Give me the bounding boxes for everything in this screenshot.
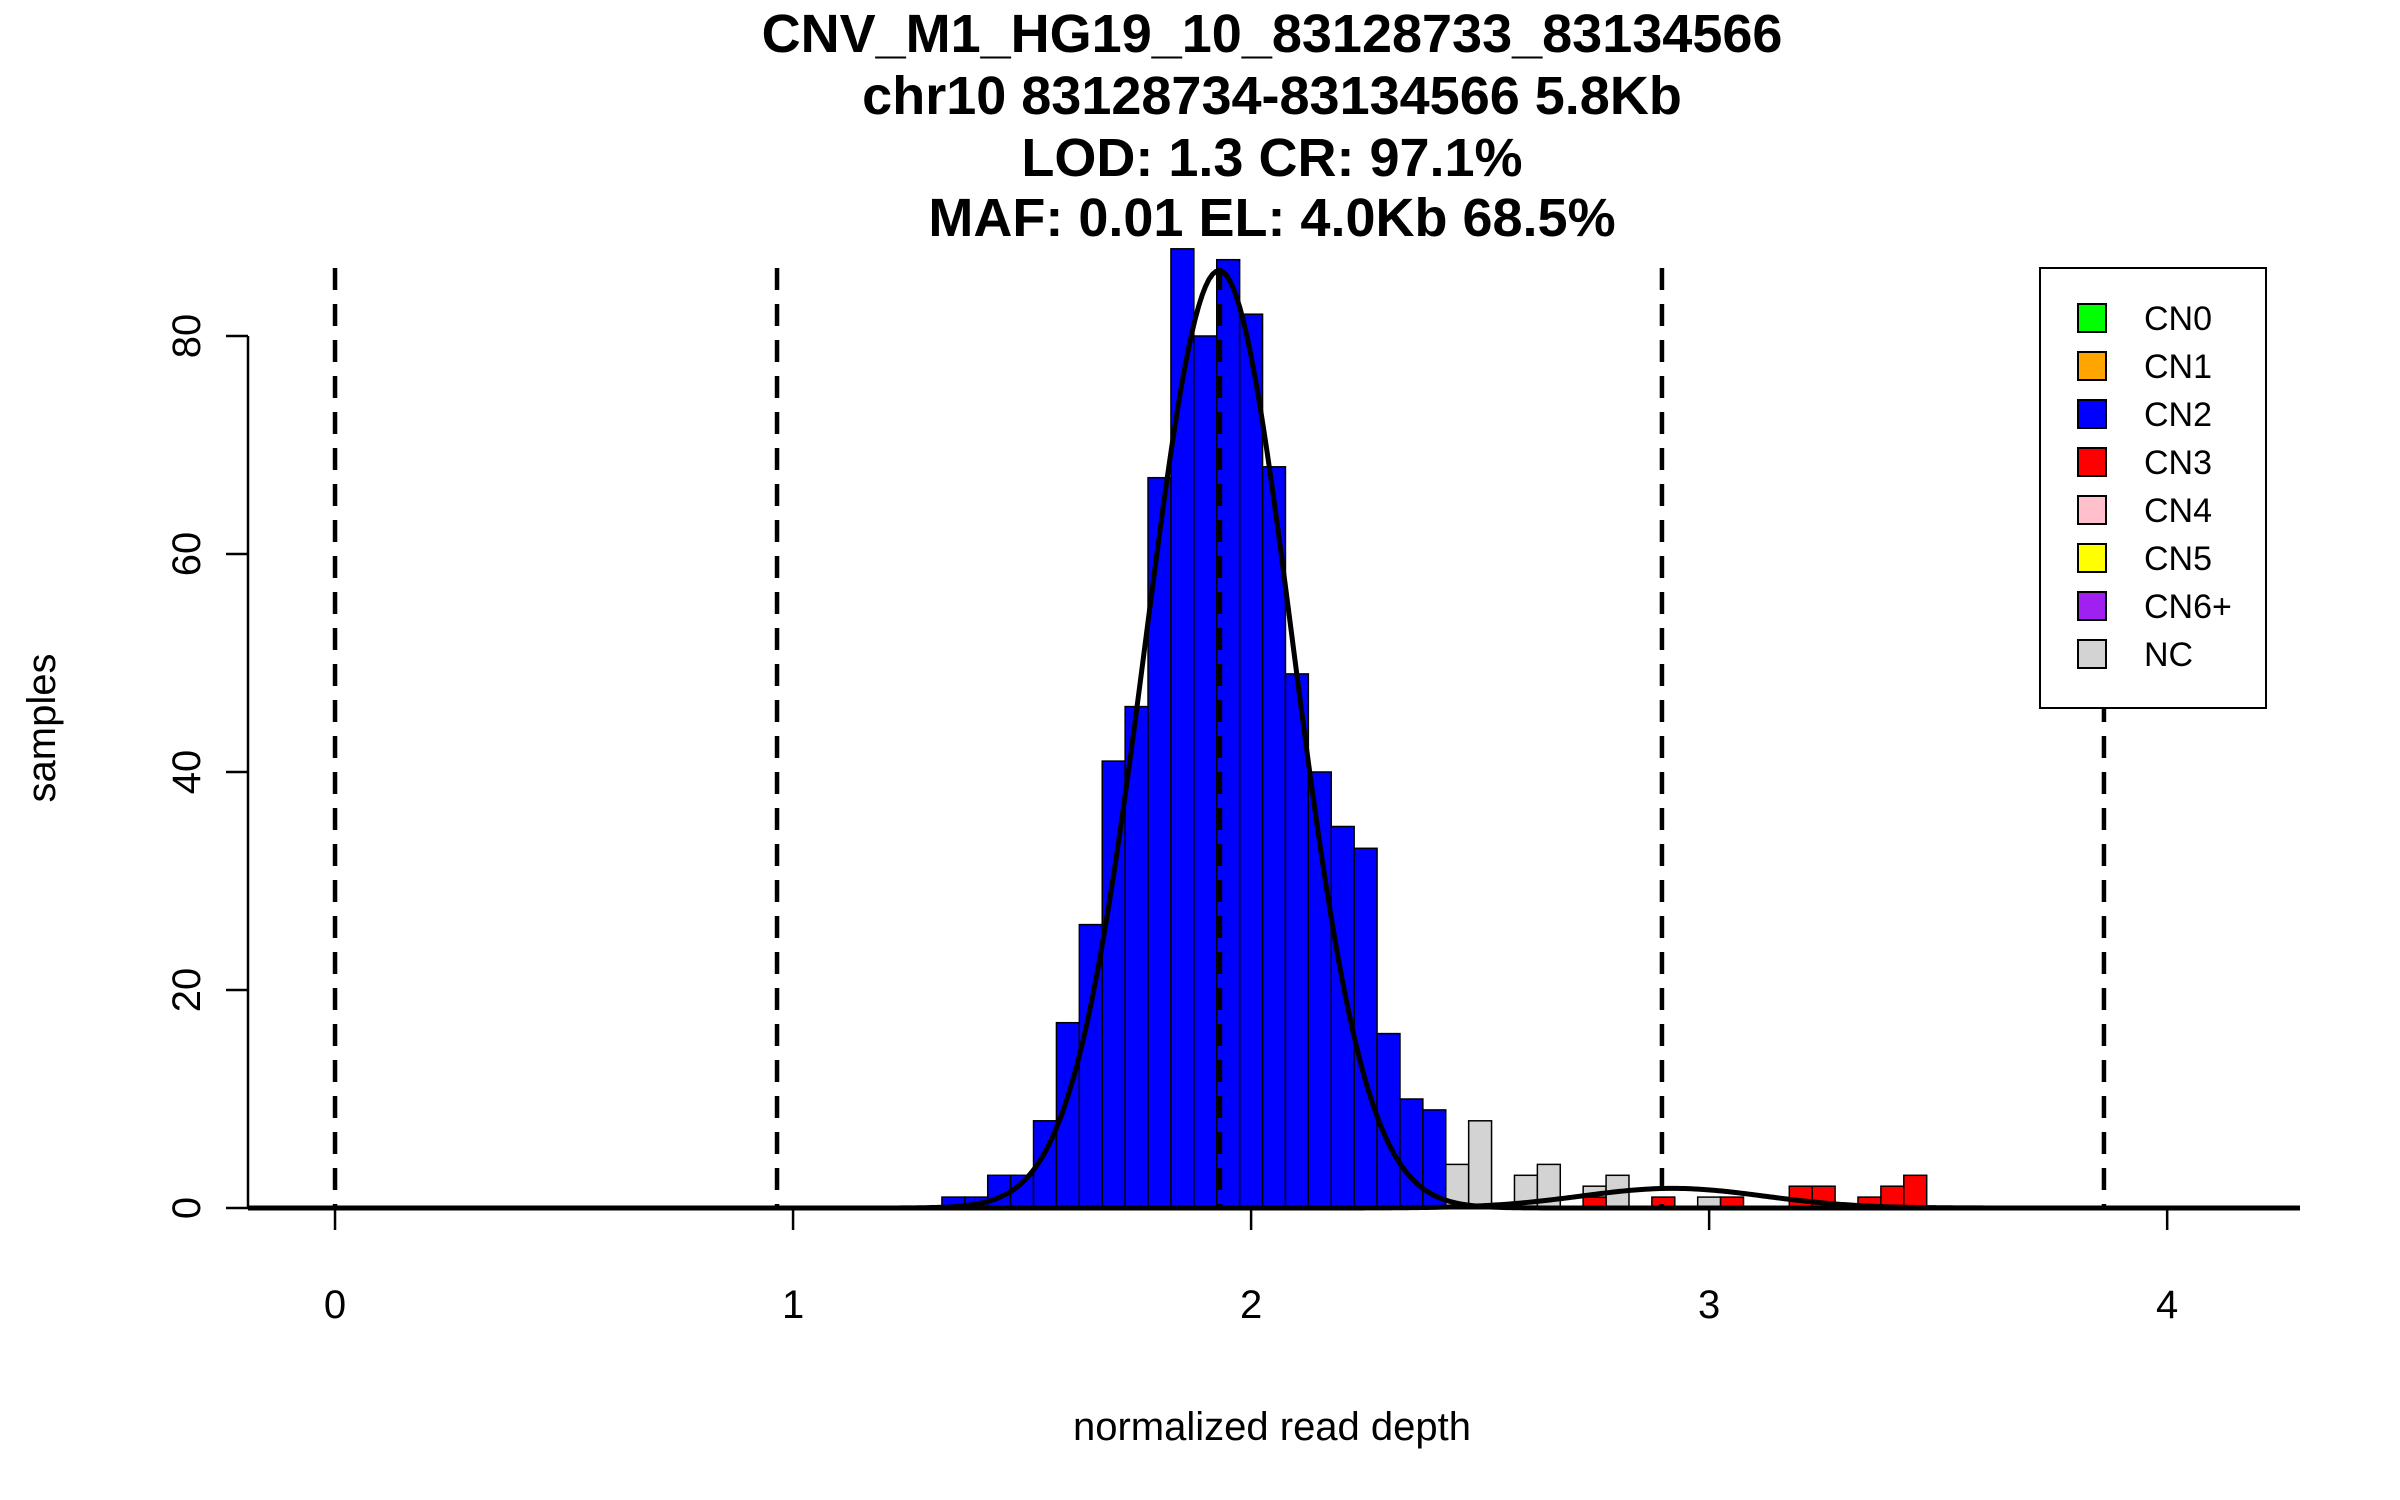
histogram-bar-cn2 xyxy=(1238,313,1264,1209)
legend-swatch-cn0 xyxy=(2077,303,2107,333)
legend-label-cn2: CN2 xyxy=(2144,396,2212,434)
histogram-bar-cn3 xyxy=(1903,1174,1928,1209)
title-line-1: CNV_M1_HG19_10_83128733_83134566 xyxy=(762,4,1783,64)
title-line-4: MAF: 0.01 EL: 4.0Kb 68.5% xyxy=(928,188,1615,248)
legend-label-nc: NC xyxy=(2144,636,2193,674)
legend-label-cn0: CN0 xyxy=(2144,300,2212,338)
density-curve-2 xyxy=(248,1185,2300,1211)
y-axis-label: samples xyxy=(20,654,64,803)
y-tick-label: 20 xyxy=(165,968,209,1013)
legend-swatch-cn2 xyxy=(2077,399,2107,429)
x-tick-label: 0 xyxy=(324,1283,346,1327)
legend-label-cn5: CN5 xyxy=(2144,540,2212,578)
y-tick-label: 60 xyxy=(165,532,209,577)
legend-swatch-cn6plus xyxy=(2077,591,2107,621)
legend-box xyxy=(2039,267,2267,709)
legend-swatch-nc xyxy=(2077,639,2107,669)
histogram-bar-cn3 xyxy=(1788,1185,1813,1209)
x-tick-label: 4 xyxy=(2156,1283,2178,1327)
legend-label-cn1: CN1 xyxy=(2144,348,2212,386)
y-tick-label: 80 xyxy=(165,314,209,359)
density-curves xyxy=(248,268,2300,1211)
histogram-bars xyxy=(248,248,2300,1210)
legend-label-cn4: CN4 xyxy=(2144,492,2212,530)
title-line-2: chr10 83128734-83134566 5.8Kb xyxy=(862,66,1682,126)
x-axis-ticks: 0 1 2 3 4 xyxy=(324,1208,2178,1327)
y-axis-ticks: 0 20 40 60 80 xyxy=(165,314,248,1219)
histogram-bar-cn2 xyxy=(1193,335,1218,1209)
legend-swatch-cn1 xyxy=(2077,351,2107,381)
axes: 0 20 40 60 80 0 1 2 3 4 xyxy=(165,314,2178,1327)
chart-title: CNV_M1_HG19_10_83128733_83134566 chr10 8… xyxy=(762,4,1783,248)
legend: CN0 CN1 CN2 CN3 CN4 CN5 CN6+ NC xyxy=(2039,267,2267,709)
histogram-bar-cn2 xyxy=(1353,847,1378,1209)
legend-entries: CN0 CN1 CN2 CN3 CN4 CN5 CN6+ NC xyxy=(2077,300,2232,674)
histogram-bar-cn2 xyxy=(1399,1098,1424,1209)
x-tick-label: 1 xyxy=(782,1283,804,1327)
y-tick-label: 40 xyxy=(165,750,209,795)
x-axis-label: normalized read depth xyxy=(1073,1405,1471,1449)
histogram-bar-nc xyxy=(1467,1120,1493,1209)
x-tick-label: 2 xyxy=(1240,1283,1262,1327)
legend-label-cn3: CN3 xyxy=(2144,444,2212,482)
title-line-3: LOD: 1.3 CR: 97.1% xyxy=(1021,128,1522,188)
legend-swatch-cn3 xyxy=(2077,447,2107,477)
legend-label-cn6plus: CN6+ xyxy=(2144,588,2232,626)
legend-swatch-cn5 xyxy=(2077,543,2107,573)
legend-swatch-cn4 xyxy=(2077,495,2107,525)
y-tick-label: 0 xyxy=(165,1197,209,1219)
x-tick-label: 3 xyxy=(1698,1283,1720,1327)
